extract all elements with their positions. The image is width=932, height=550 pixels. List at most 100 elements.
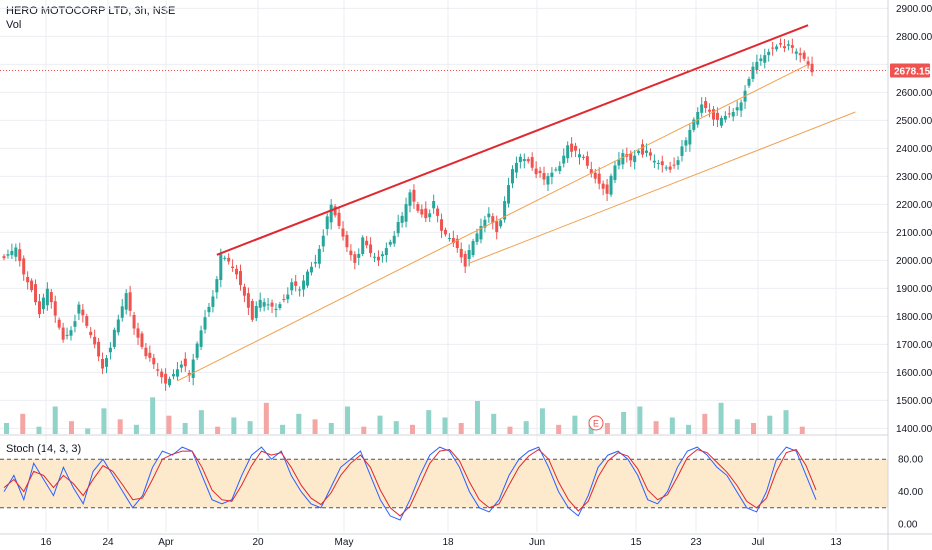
candle-body [554, 169, 558, 171]
candle-body [629, 153, 633, 161]
candle-body [751, 66, 755, 79]
candle-body [81, 309, 85, 316]
candle-body [581, 156, 585, 158]
price-axis-tick: 2500.00 [896, 116, 932, 127]
candle-body [325, 216, 329, 230]
price-axis-tick: 2400.00 [896, 144, 932, 155]
candle-body [798, 53, 802, 56]
candle-body [140, 333, 144, 347]
volume-bar [637, 406, 643, 434]
candle-body [211, 296, 215, 307]
volume-bar [734, 419, 740, 434]
volume-bar [783, 410, 789, 434]
price-axis-tick: 2800.00 [896, 32, 932, 43]
price-axis-tick: 2000.00 [896, 256, 932, 267]
channel-line-middle [177, 63, 809, 382]
candle-body [152, 357, 156, 365]
candle-body [313, 262, 317, 264]
last-price-label: 2678.15 [894, 67, 931, 78]
candle-body [49, 292, 53, 303]
time-axis-tick: 18 [442, 537, 454, 548]
candle-body [207, 306, 211, 313]
candle-body [175, 369, 179, 377]
candle-body [286, 294, 290, 300]
volume-bar [751, 423, 757, 434]
candle-body [294, 281, 298, 286]
volume-bar [718, 402, 724, 434]
volume-bar [215, 426, 221, 434]
candle-body [144, 347, 148, 357]
candle-body [786, 44, 790, 46]
candle-body [337, 212, 341, 226]
price-axis-tick: 1400.00 [896, 424, 932, 435]
candle-body [203, 317, 207, 330]
candle-body [179, 364, 183, 368]
price-axis-tick: 2900.00 [896, 4, 932, 15]
candle-body [361, 237, 365, 254]
candle-body [254, 306, 258, 319]
candle-body [278, 304, 282, 308]
candle-body [14, 247, 18, 257]
candle-body [443, 229, 447, 235]
candle-body [782, 46, 786, 49]
candle-body [239, 271, 243, 286]
candle-body [483, 219, 487, 228]
candle-body [609, 175, 613, 195]
candle-body [164, 373, 168, 384]
volume-bar [361, 426, 367, 434]
candle-body [333, 206, 337, 216]
candle-body [806, 61, 810, 66]
candle-body [37, 301, 41, 315]
candle-body [223, 257, 227, 259]
candle-body [77, 304, 81, 314]
stoch-series-d [3, 448, 817, 517]
candle-body [2, 256, 6, 259]
candle-body [61, 327, 65, 340]
candle-body [664, 167, 668, 169]
candle-body [550, 172, 554, 177]
candle-body [242, 286, 246, 296]
candle-body [566, 145, 570, 159]
candle-body [562, 155, 566, 164]
candle-body [597, 173, 601, 184]
candle-body [309, 266, 313, 273]
volume-bar [702, 413, 708, 434]
candle-body [613, 165, 617, 181]
candle-body [187, 372, 191, 376]
time-axis-tick: 15 [630, 537, 642, 548]
candle-body [369, 244, 373, 254]
candle-body [708, 109, 712, 112]
candle-body [365, 240, 369, 246]
volume-bar [604, 423, 610, 434]
time-axis-tick: Jun [529, 537, 545, 548]
candle-body [645, 150, 649, 153]
candle-body [455, 238, 459, 249]
candle-body [30, 280, 34, 291]
volume-bar [507, 426, 513, 434]
price-axis-tick: 1900.00 [896, 284, 932, 295]
candle-body [6, 254, 10, 256]
candle-body [574, 145, 578, 151]
volume-bar [458, 423, 464, 434]
candle-body [633, 155, 637, 163]
volume-bar [653, 421, 659, 434]
candle-body [392, 235, 396, 244]
candle-body [349, 250, 353, 256]
time-axis-tick: 20 [252, 537, 264, 548]
candle-body [510, 169, 514, 184]
candle-body [45, 288, 49, 306]
candle-body [380, 254, 384, 257]
price-axis-tick: 1800.00 [896, 312, 932, 323]
candle-body [270, 302, 274, 307]
price-axis-tick: 2600.00 [896, 88, 932, 99]
candle-body [329, 204, 333, 223]
volume-bar [247, 421, 253, 434]
candle-body [585, 156, 589, 166]
candle-body [652, 160, 656, 163]
candle-body [89, 331, 93, 336]
candle-body [794, 51, 798, 54]
candle-body [810, 63, 814, 73]
earnings-marker-circle [588, 415, 604, 431]
volume-bar [280, 424, 286, 434]
